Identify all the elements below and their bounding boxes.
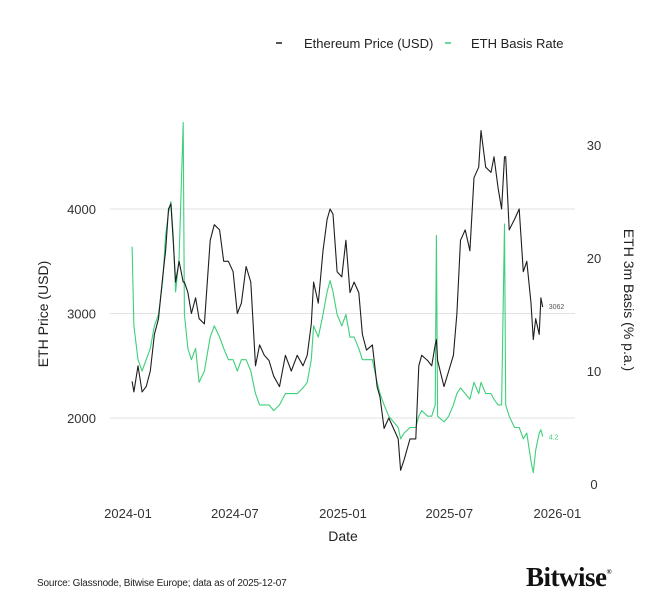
eth-price-line [131,130,544,471]
y-right-tick-label: 0 [590,477,597,492]
y-right-tick-label: 10 [587,364,601,379]
source-note: Source: Glassnode, Bitwise Europe; data … [37,578,287,589]
y-right-tick-label: 30 [587,138,601,153]
x-tick-label: 2025-07 [425,506,473,521]
bitwise-logo: Bitwise® [526,562,612,592]
y-left-tick-label: 2000 [67,411,96,426]
x-tick-label: 2024-01 [104,506,152,521]
y-left-tick-label: 4000 [67,202,96,217]
y-left-axis-label: ETH Price (USD) [35,261,51,368]
y-right-axis-label: ETH 3m Basis (% p.a.) [621,229,637,371]
x-axis-label: Date [328,528,358,544]
legend-label-basis: ETH Basis Rate [471,36,563,51]
end-label-basis: 4.2 [549,435,559,442]
legend-label-price: Ethereum Price (USD) [304,36,433,51]
basis-rate-line [131,121,544,474]
y-right-tick-label: 20 [587,251,601,266]
x-tick-label: 2025-01 [319,506,367,521]
x-tick-label: 2026-01 [534,506,582,521]
x-tick-label: 2024-07 [211,506,259,521]
legend: Ethereum Price (USD) ETH Basis Rate [276,36,563,51]
y-left-tick-label: 3000 [67,307,96,322]
end-label-price: 3062 [549,304,565,311]
